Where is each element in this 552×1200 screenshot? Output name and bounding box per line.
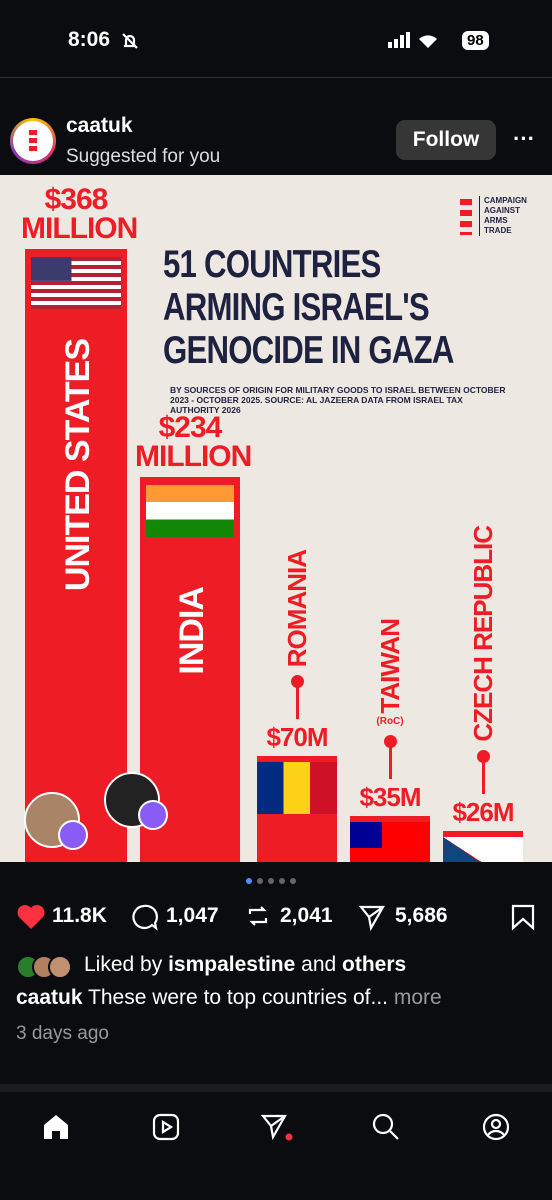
comment-icon[interactable] — [130, 903, 158, 931]
liked-prefix: Liked by — [84, 953, 163, 976]
bar-chart: $368 MILLION UNITED STATES $234 MILLION IND… — [0, 175, 552, 862]
repost-count: 2,041 — [280, 904, 333, 927]
bar — [257, 756, 337, 862]
flag — [350, 821, 430, 862]
category-label: CZECH REPUBLIC — [467, 526, 498, 743]
liker-avatars — [16, 955, 72, 979]
messages-tab[interactable] — [260, 1112, 294, 1144]
value-label: $368 MILLION — [21, 183, 138, 245]
liked-by: Liked by ismpalestine and others — [84, 953, 406, 977]
repost-icon[interactable] — [244, 902, 272, 930]
home-tab[interactable] — [41, 1112, 71, 1142]
bar-group: TAIWAN (RoC) $35M — [350, 175, 430, 862]
bar: INDIA — [140, 477, 240, 862]
category-note: (RoC) — [376, 715, 404, 727]
bar-group: ROMANIA $70M — [257, 175, 337, 862]
category-label: UNITED STATES — [59, 339, 97, 592]
category-label: INDIA — [173, 587, 211, 675]
repost-badge — [58, 820, 88, 850]
value-label: $70M — [266, 722, 328, 753]
pin — [383, 734, 397, 779]
status-time: 8:06 — [68, 28, 111, 51]
flag — [146, 485, 234, 538]
pin — [290, 675, 304, 720]
flag — [31, 257, 121, 310]
bar-group: CZECH REPUBLIC $26M — [443, 175, 523, 862]
repost-badge — [138, 800, 168, 830]
reels-tab[interactable] — [151, 1112, 181, 1142]
caption-user[interactable]: caatuk — [16, 986, 83, 1009]
like-count: 11.8K — [52, 904, 107, 927]
caption-more[interactable]: more — [393, 986, 442, 1009]
value-label: $26M — [452, 797, 514, 828]
bar: UNITED STATES — [25, 249, 127, 862]
save-icon[interactable] — [510, 903, 536, 931]
liked-and: and — [301, 953, 337, 976]
like-icon[interactable] — [16, 903, 46, 931]
search-tab[interactable] — [371, 1112, 401, 1142]
comment-count: 1,047 — [166, 904, 219, 927]
profile-tab[interactable] — [481, 1112, 511, 1142]
value-label: $35M — [359, 781, 421, 812]
username[interactable]: caatuk — [66, 114, 133, 137]
category-label: TAIWAN — [374, 619, 405, 714]
divider — [0, 77, 552, 78]
carousel-dots — [246, 878, 296, 884]
value-label: $234 MILLION — [135, 411, 252, 473]
chart-title: 51 COUNTRIES ARMING ISRAEL'S GENOCIDE IN… — [163, 243, 454, 372]
logo-text: CAMPAIGN AGAINST ARMS TRADE — [479, 196, 536, 236]
caption: caatuk These were to top countries of...… — [16, 986, 442, 1010]
more-menu[interactable]: ··· — [513, 126, 535, 151]
pin — [476, 750, 490, 795]
share-icon[interactable] — [358, 903, 386, 931]
follow-button[interactable]: Follow — [396, 120, 496, 160]
divider — [0, 1084, 552, 1092]
share-count: 5,686 — [395, 904, 448, 927]
mute-icon — [122, 33, 138, 49]
battery: 98 — [462, 31, 489, 50]
bar-group: $234 MILLION INDIA — [135, 175, 252, 862]
bottom-nav — [0, 1092, 552, 1200]
suggested: Suggested for you — [66, 146, 221, 167]
post-time: 3 days ago — [16, 1023, 109, 1044]
liked-user[interactable]: ismpalestine — [168, 953, 296, 976]
bar — [350, 815, 430, 862]
signal-wifi — [388, 32, 437, 48]
category-label: ROMANIA — [281, 550, 312, 668]
caption-text: These were to top countries of... — [88, 986, 389, 1009]
bar-group: $368 MILLION UNITED STATES — [21, 175, 138, 862]
post-image: 51 COUNTRIES ARMING ISRAEL'S GENOCIDE IN… — [0, 175, 552, 862]
chart-subtitle: BY SOURCES OF ORIGIN FOR MILITARY GOODS … — [170, 385, 506, 415]
logo-icon — [460, 199, 472, 235]
flag-triangle — [443, 836, 481, 862]
flag — [257, 762, 337, 814]
liked-others[interactable]: others — [342, 953, 407, 976]
avatar-ring[interactable] — [10, 118, 56, 164]
bar — [443, 830, 523, 862]
